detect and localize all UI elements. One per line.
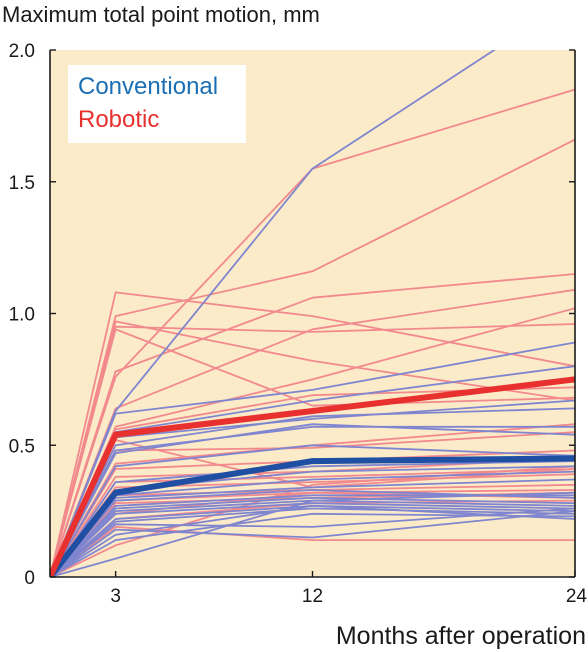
robotic-line-5 — [50, 328, 575, 577]
conventional-line-16 — [50, 499, 575, 577]
robotic-line-1 — [50, 291, 575, 577]
x-axis-label: Months after operation — [336, 622, 586, 650]
conventional-line-20 — [50, 507, 575, 577]
y-tick-label: 0 — [24, 568, 35, 589]
legend-entry-conventional: Conventional — [78, 73, 218, 100]
y-ticks: 0 0.5 1.0 1.5 2.0 — [9, 41, 575, 589]
conventional-line-19 — [50, 507, 575, 577]
conventional-line-18 — [50, 504, 575, 577]
y-tick-label: 2.0 — [9, 41, 35, 62]
y-tick-label: 1.0 — [9, 305, 35, 326]
conventional-line-23 — [50, 512, 575, 577]
x-tick-label: 24 — [566, 586, 588, 607]
conventional-line-17 — [50, 502, 575, 577]
mean-lines — [50, 376, 575, 577]
conventional-line-22 — [50, 504, 575, 577]
x-tick-label: 12 — [302, 586, 323, 607]
y-axis-label: Maximum total point motion, mm — [2, 2, 320, 27]
legend-box — [68, 65, 246, 143]
conventional-line-2 — [50, 341, 575, 577]
robotic-mean-line — [50, 376, 575, 577]
y-tick-label: 0.5 — [9, 436, 35, 457]
conventional-line-15 — [50, 496, 575, 577]
conventional-line-7 — [50, 423, 575, 577]
legend: Conventional Robotic — [68, 65, 246, 143]
conventional-line-21 — [50, 510, 575, 577]
y-tick-label: 1.5 — [9, 173, 35, 194]
robotic-line-7 — [50, 88, 575, 577]
conventional-line-8 — [50, 444, 575, 577]
conventional-line-24 — [50, 491, 575, 577]
x-tick-label: 3 — [110, 586, 121, 607]
legend-entry-robotic: Robotic — [78, 106, 159, 133]
conventional-mean-line — [50, 455, 575, 577]
x-ticks: 3 12 24 — [110, 571, 587, 607]
